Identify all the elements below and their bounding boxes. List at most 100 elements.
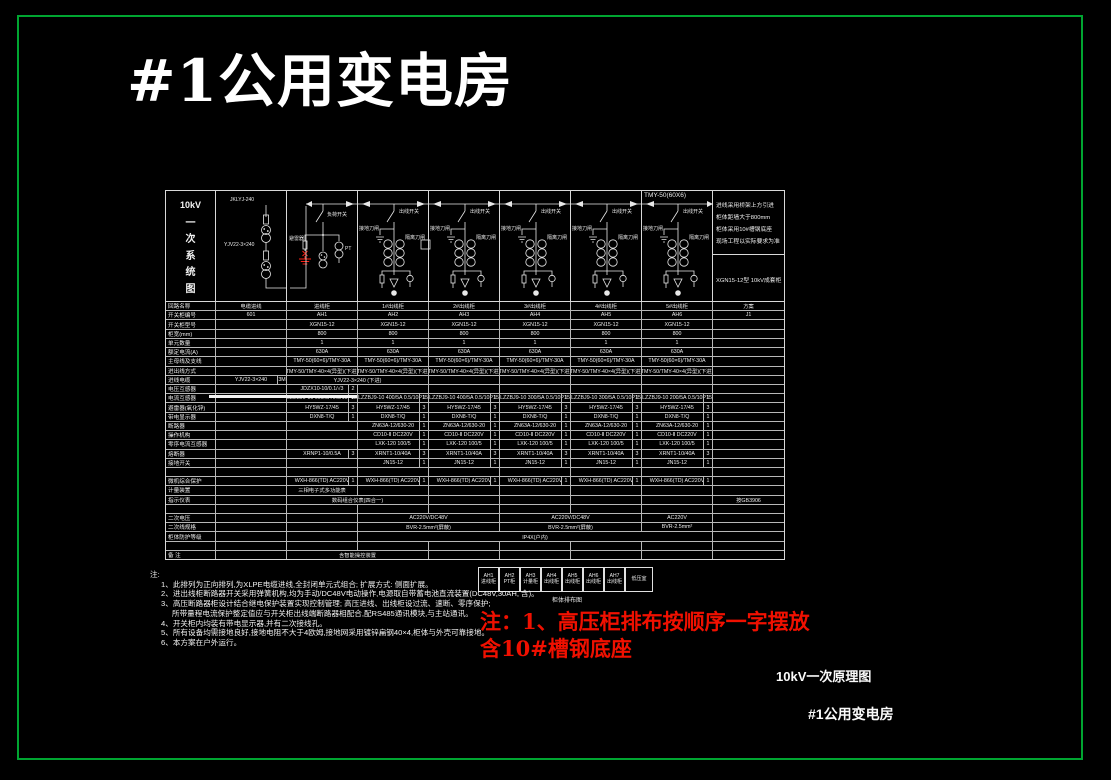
table-cell: HY5WZ-17/45 3 [642, 403, 713, 412]
table-cell: 601 [216, 311, 287, 320]
table-cell: XGN15-12 [287, 320, 358, 329]
table-cell [642, 384, 713, 394]
table-cell [216, 357, 287, 366]
quantity-cell: 1 [703, 458, 712, 467]
table-cell: LZZBJ9-10 400/5A 0.5/10P15 1 [358, 394, 429, 403]
table-cell: 630A [358, 348, 429, 357]
table-row [166, 467, 784, 478]
quantity-cell: 1 [419, 412, 428, 421]
page-title: #1公用变电房 [127, 47, 513, 115]
quantity-cell: 1 [561, 412, 570, 421]
quantity-cell: 1 [490, 431, 499, 440]
table-cell: AH6 [642, 311, 713, 320]
table-cell: AC220V/DC48V [500, 514, 642, 523]
table-cell: TMY-50/TMY-40×4(异型)(下进) [500, 366, 571, 375]
table-row: 操作机构 CD10-Ⅱ DC220V 1 CD10-Ⅱ DC220V 1 CD10-Ⅱ D… [166, 431, 784, 441]
table-cell: 630A [429, 348, 500, 357]
table-cell: 三相电子式多功能表 [287, 486, 358, 495]
cabinet-box-label: 进线柜 [480, 579, 496, 585]
table-cell [216, 320, 287, 329]
table-cell [216, 431, 287, 440]
pt-label: PT [345, 246, 352, 252]
quantity-cell: 1 [703, 421, 712, 431]
table-cell: ZN63A-12/630-20 1 [358, 421, 429, 431]
cabinet-box-label: 出线柜 [585, 579, 601, 585]
quantity-cell: 3 [632, 449, 641, 458]
feeder-cell: 出线开关 接地刀闸 隔离刀闸 [358, 191, 429, 301]
table-cell: BVR-2.5mm²(屏蔽) [358, 523, 500, 532]
table-cell: IP4X(户内) [358, 532, 713, 541]
table-cell: LXK-120 100/5 1 [358, 440, 429, 449]
table-cell [358, 504, 429, 514]
table-cell: ZN63A-12/630-20 1 [642, 421, 713, 431]
table-row: 回路名称 电缆进线 进线柜 1#出线柜 2#出线柜 3#出线柜 4#出线柜 5#出线柜 方案 [166, 302, 784, 312]
quantity-cell: 1 [419, 440, 428, 449]
table-cell: WXH-866(TD) AC220V 1 [358, 477, 429, 486]
cabinet-box: 低压室 [625, 567, 653, 592]
cabinet-box-label: 出线柜 [543, 579, 559, 585]
table-cell: WXH-866(TD) AC220V 1 [642, 477, 713, 486]
table-cell: 630A [642, 348, 713, 357]
table-cell: 4#出线柜 [571, 302, 642, 311]
quantity-cell: 3M [277, 375, 286, 384]
table-cell [287, 523, 358, 532]
scheme-cell [713, 477, 784, 485]
quantity-cell: 2 [348, 384, 357, 394]
cabinet-box: AH6 出线柜 [583, 567, 604, 592]
table-cell: 1 [429, 338, 500, 348]
table-cell: JN15-12 1 [642, 458, 713, 467]
table-row: 接地开关 JN15-12 1 JN15-12 1 JN15-12 1 JN15-12 1 JN15… [166, 458, 784, 468]
table-cell: WXH-866(TD) AC220V 1 [571, 477, 642, 486]
table-row: 进出线方式 TMY-50/TMY-40×4(异型)(下进) TMY-50/TMY-4… [166, 366, 784, 376]
table-cell: CD10-Ⅱ DC220V 1 [500, 431, 571, 440]
feeder-left-label: 接地刀闸 [430, 226, 451, 232]
diagram-title-column: 10kV 一次系统图 [166, 191, 216, 301]
feeder-circuit-symbol [588, 203, 627, 297]
feeder-cell: 出线开关 接地刀闸 隔离刀闸 [429, 191, 500, 301]
table-cell: 1 [642, 338, 713, 348]
table-cell [216, 541, 287, 550]
table-row: 备 注 含智能操控装置 [166, 550, 784, 560]
table-cell [500, 384, 571, 394]
scheme-cell: J1 [745, 312, 752, 319]
quantity-cell: 1 [561, 477, 570, 486]
cabinet-box: AH5 出线柜 [562, 567, 583, 592]
scheme-cell: 按GB3906 [736, 497, 761, 504]
cable-label: YJV22-3×240 [224, 242, 255, 248]
scheme-cell [713, 450, 784, 458]
row-label: 电压互感器 [166, 384, 216, 394]
table-cell [216, 329, 287, 338]
quantity-cell: 1 [703, 431, 712, 440]
note-line: 4、开关柜内均装有带电显示器,并有二次接线孔。 [161, 618, 327, 628]
table-cell: ZN63A-12/630-20 1 [429, 421, 500, 431]
feeder-circuit-symbol [446, 203, 485, 297]
feeder-left-label: 接地刀闸 [643, 226, 664, 232]
table-cell: HY5WZ-17/45 3 [358, 403, 429, 412]
table-cell: TMY-50(60×6)/TMY-30A [429, 357, 500, 366]
table-cell: YJV22-3×240 3M [216, 375, 287, 384]
table-cell: HY5WZ-17/45 3 [429, 403, 500, 412]
table-cell: 800 [571, 329, 642, 338]
quantity-cell: 3 [703, 449, 712, 458]
table-cell: LXK-120 100/5 1 [500, 440, 571, 449]
header-note-line: 柜体距墙大于800mm [716, 215, 771, 221]
table-cell [500, 504, 571, 514]
table-cell: 3#出线柜 [500, 302, 571, 311]
feeder-circuit-symbol [659, 203, 698, 297]
table-cell [358, 467, 429, 477]
row-label: 断路器 [166, 421, 216, 431]
table-cell: WXH-866(TD) AC220V 1 [500, 477, 571, 486]
row-label: 主母线及支线 [166, 357, 216, 366]
table-cell [358, 541, 429, 550]
scheme-cell [713, 486, 784, 494]
row-label: 零序电流互感器 [166, 440, 216, 449]
scheme-cell [713, 348, 784, 356]
table-cell [500, 495, 571, 504]
table-cell [216, 514, 287, 523]
quantity-cell: 1 [561, 421, 570, 431]
cabinet-box: AH7 出线柜 [604, 567, 625, 592]
quantity-cell: 1 [419, 431, 428, 440]
row-label: 进线电缆 [166, 375, 216, 384]
table-cell [500, 467, 571, 477]
quantity-cell: 1 [419, 477, 428, 486]
